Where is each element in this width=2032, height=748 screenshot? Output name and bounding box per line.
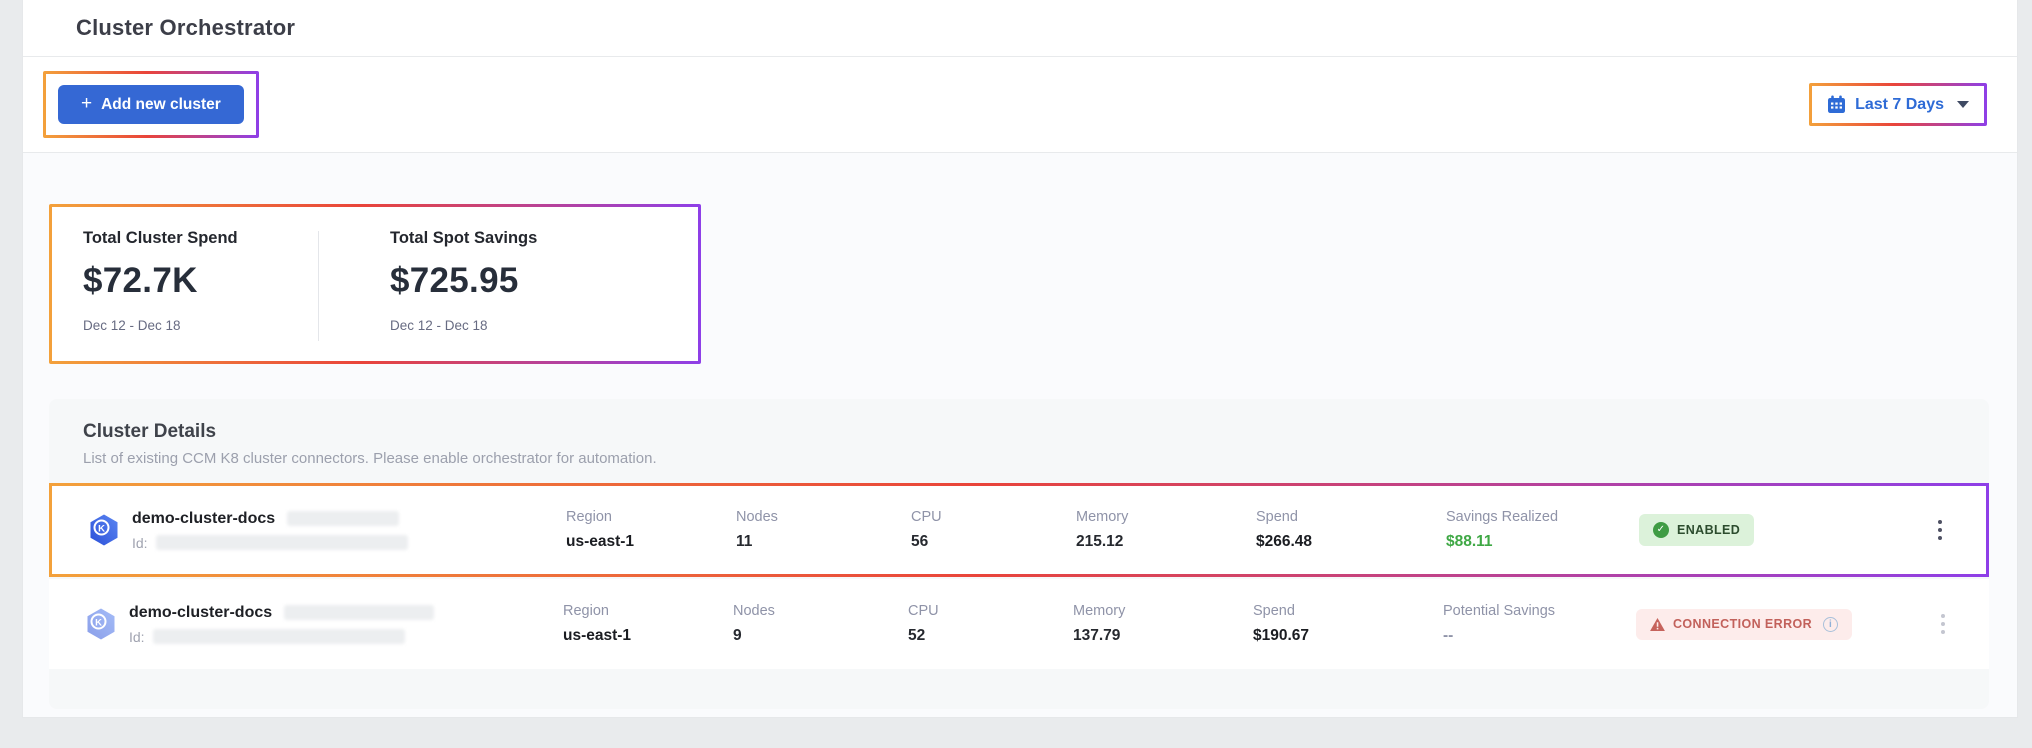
cluster-orchestrator-page: Cluster Orchestrator + Add new cluster — [22, 0, 2018, 718]
status-cell: CONNECTION ERROR i — [1636, 608, 1923, 640]
cluster-row[interactable]: K demo-cluster-docs Id: Region — [49, 577, 1989, 669]
stat-label: Total Spot Savings — [390, 229, 538, 247]
spend-label: Spend — [1256, 509, 1298, 525]
info-icon[interactable]: i — [1823, 616, 1839, 632]
annotation-box-add-cluster: + Add new cluster — [43, 71, 259, 138]
toolbar: + Add new cluster La — [23, 57, 2017, 153]
memory-value: 137.79 — [1073, 627, 1121, 644]
redacted-name-suffix — [284, 605, 435, 620]
region-value: us-east-1 — [566, 533, 635, 550]
check-circle-icon: ✓ — [1653, 522, 1669, 538]
region-label: Region — [566, 509, 612, 525]
page-title: Cluster Orchestrator — [76, 15, 296, 40]
stat-divider — [318, 231, 319, 341]
status-badge-label: CONNECTION ERROR — [1673, 617, 1813, 631]
memory-label: Memory — [1076, 509, 1129, 525]
cluster-name: demo-cluster-docs — [129, 603, 273, 621]
kubernetes-cluster-icon: K — [90, 514, 118, 546]
savings-value: -- — [1443, 627, 1454, 644]
annotation-box-row-1: K demo-cluster-docs Id: — [49, 483, 1989, 577]
spend-cell: Spend $266.48 — [1256, 509, 1446, 551]
cluster-name: demo-cluster-docs — [132, 509, 276, 527]
memory-value: 215.12 — [1076, 533, 1124, 550]
nodes-label: Nodes — [733, 603, 775, 619]
status-badge-enabled: ✓ ENABLED — [1639, 514, 1755, 546]
region-label: Region — [563, 603, 609, 619]
calendar-icon — [1828, 95, 1846, 113]
svg-text:K: K — [98, 523, 105, 534]
cluster-id-label: Id: — [129, 628, 145, 645]
nodes-value: 11 — [736, 533, 753, 550]
region-value: us-east-1 — [563, 627, 632, 644]
row-menu-button[interactable] — [1920, 514, 1960, 547]
add-new-cluster-button[interactable]: + Add new cluster — [58, 85, 244, 124]
cluster-name-cell: demo-cluster-docs Id: — [129, 604, 563, 645]
cluster-details-subtitle: List of existing CCM K8 cluster connecto… — [83, 450, 657, 467]
cpu-value: 56 — [911, 533, 929, 550]
memory-cell: Memory 137.79 — [1073, 603, 1253, 645]
redacted-name-suffix — [287, 511, 400, 526]
stat-value: $72.7K — [83, 261, 198, 300]
content-area: Total Cluster Spend $72.7K Dec 12 - Dec … — [23, 153, 2017, 717]
savings-label: Savings Realized — [1446, 509, 1559, 525]
nodes-cell: Nodes 9 — [733, 603, 908, 645]
stat-total-cluster-spend: Total Cluster Spend $72.7K Dec 12 - Dec … — [52, 207, 318, 361]
date-range-label: Last 7 Days — [1855, 95, 1944, 113]
status-badge-connection-error: CONNECTION ERROR i — [1636, 608, 1853, 640]
stat-total-spot-savings: Total Spot Savings $725.95 Dec 12 - Dec … — [319, 207, 537, 361]
annotation-box-date-range: Last 7 Days — [1809, 83, 1987, 126]
status-cell: ✓ ENABLED — [1639, 514, 1920, 546]
cluster-id-label: Id: — [132, 534, 148, 551]
stat-period: Dec 12 - Dec 18 — [390, 318, 488, 333]
savings-cell: Savings Realized $88.11 — [1446, 509, 1639, 551]
cluster-details-panel: Cluster Details List of existing CCM K8 … — [49, 399, 1989, 709]
nodes-value: 9 — [733, 627, 742, 644]
date-range-picker[interactable]: Last 7 Days — [1827, 95, 1969, 114]
summary-card: Total Cluster Spend $72.7K Dec 12 - Dec … — [52, 207, 698, 361]
cpu-label: CPU — [911, 509, 942, 525]
cluster-row[interactable]: K demo-cluster-docs Id: — [52, 486, 1986, 574]
memory-cell: Memory 215.12 — [1076, 509, 1256, 551]
row-menu-button[interactable] — [1923, 608, 1963, 641]
cpu-value: 52 — [908, 627, 926, 644]
savings-value: $88.11 — [1446, 533, 1493, 550]
nodes-label: Nodes — [736, 509, 778, 525]
svg-text:K: K — [95, 617, 102, 628]
warning-triangle-icon — [1650, 617, 1665, 631]
cluster-name-cell: demo-cluster-docs Id: — [132, 510, 566, 551]
spend-label: Spend — [1253, 603, 1295, 619]
memory-label: Memory — [1073, 603, 1126, 619]
stat-value: $725.95 — [390, 261, 519, 300]
page-header: Cluster Orchestrator — [23, 0, 2017, 57]
cluster-details-title: Cluster Details — [83, 421, 217, 442]
region-cell: Region us-east-1 — [563, 603, 733, 645]
cpu-cell: CPU 52 — [908, 603, 1073, 645]
redacted-cluster-id — [152, 629, 405, 644]
spend-value: $190.67 — [1253, 627, 1310, 644]
plus-icon: + — [81, 93, 93, 114]
nodes-cell: Nodes 11 — [736, 509, 911, 551]
chevron-down-icon — [1957, 101, 1969, 108]
cluster-rows: K demo-cluster-docs Id: — [49, 483, 1989, 669]
cpu-cell: CPU 56 — [911, 509, 1076, 551]
add-new-cluster-label: Add new cluster — [101, 95, 221, 113]
region-cell: Region us-east-1 — [566, 509, 736, 551]
savings-cell: Potential Savings -- — [1443, 603, 1636, 645]
cpu-label: CPU — [908, 603, 939, 619]
spend-cell: Spend $190.67 — [1253, 603, 1443, 645]
kubernetes-cluster-icon: K — [87, 608, 115, 640]
redacted-cluster-id — [155, 535, 408, 550]
spend-value: $266.48 — [1256, 533, 1313, 550]
status-badge-label: ENABLED — [1677, 523, 1741, 537]
savings-label: Potential Savings — [1443, 603, 1556, 619]
stat-period: Dec 12 - Dec 18 — [83, 318, 181, 333]
annotation-box-summary: Total Cluster Spend $72.7K Dec 12 - Dec … — [49, 204, 701, 364]
stat-label: Total Cluster Spend — [83, 229, 238, 247]
